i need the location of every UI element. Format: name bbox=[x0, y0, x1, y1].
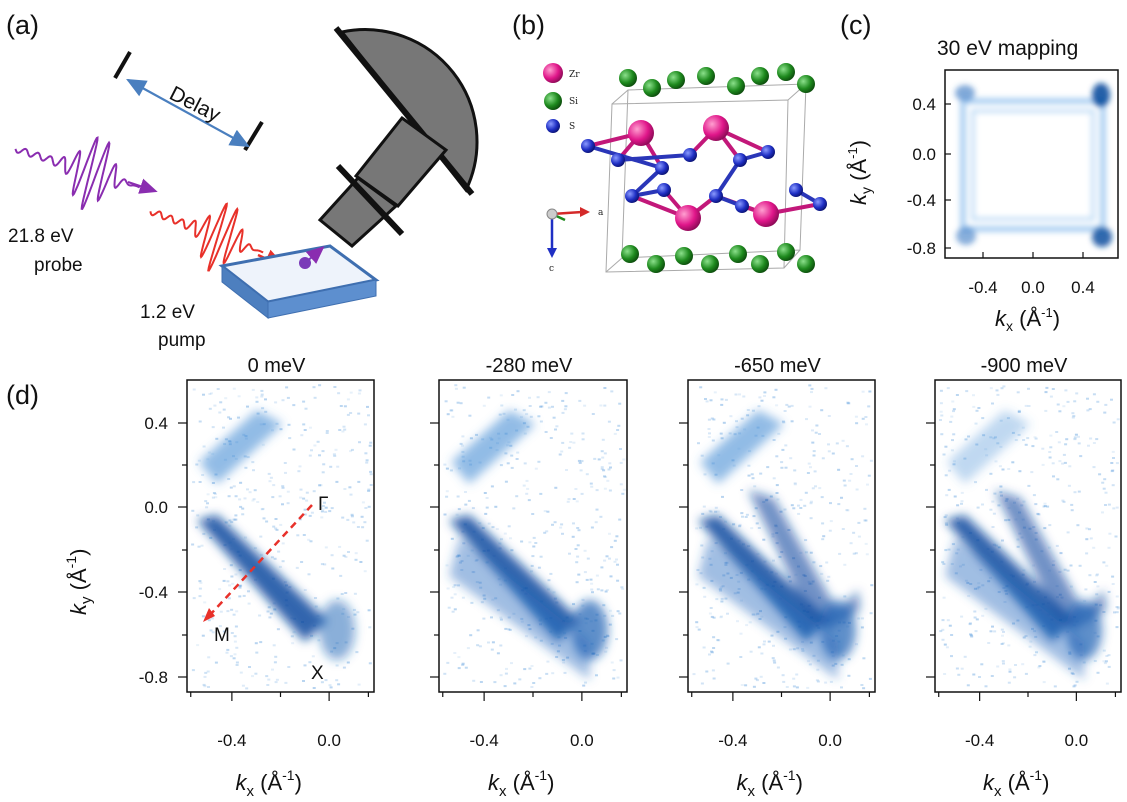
panel-c-xtick: -0.4 bbox=[968, 278, 997, 297]
arpes-xtick: 0.0 bbox=[317, 731, 341, 750]
arpes-xtick: -0.4 bbox=[965, 731, 994, 750]
arpes-ytick: -0.8 bbox=[139, 668, 168, 687]
arpes-panel-0: 0 meV -0.4 0.0 kx (Å-1) 0.4 0.0 -0.4 -0.8 Γ M X bbox=[139, 355, 375, 800]
delay-arrow bbox=[126, 78, 250, 148]
panel-c-ytick: 0.0 bbox=[912, 145, 936, 164]
legend-si-label: Si bbox=[569, 97, 578, 107]
arpes-panel-title: -900 meV bbox=[981, 355, 1068, 377]
panel-c-ytick: -0.4 bbox=[907, 191, 936, 210]
m-point-label: M bbox=[214, 625, 230, 646]
panel-letter-d: (d) bbox=[6, 380, 39, 410]
legend-s-label: S bbox=[569, 122, 575, 132]
pump-pulse-wave bbox=[149, 202, 264, 272]
legend-si-swatch bbox=[544, 92, 562, 110]
arpes-panel-title: -280 meV bbox=[486, 355, 573, 377]
crystal-structure bbox=[581, 63, 827, 273]
gamma-point-label: Γ bbox=[318, 494, 328, 515]
arpes-ytick: 0.0 bbox=[144, 498, 168, 517]
arpes-ytick: -0.4 bbox=[139, 583, 168, 602]
legend-zr-label: Zr bbox=[569, 70, 580, 80]
x-point-label: X bbox=[311, 663, 324, 684]
panel-letter-a: (a) bbox=[6, 10, 39, 40]
probe-pulse-wave bbox=[14, 136, 141, 211]
delay-marker-top bbox=[113, 51, 132, 79]
arpes-xlabel: kx (Å-1) bbox=[236, 767, 302, 800]
arpes-xtick: -0.4 bbox=[469, 731, 498, 750]
arpes-ytick: 0.4 bbox=[144, 414, 168, 433]
legend-s-swatch bbox=[546, 119, 560, 133]
panel-c-xtick: 0.4 bbox=[1071, 278, 1095, 297]
unit-cell-box bbox=[605, 83, 807, 273]
arpes-xlabel: kx (Å-1) bbox=[737, 767, 803, 800]
arpes-xtick: 0.0 bbox=[818, 731, 842, 750]
arpes-panel-1: -280 meV -0.4 0.0 kx (Å-1) bbox=[430, 355, 628, 800]
panel-d-ylabel: ky (Å-1) bbox=[63, 549, 95, 615]
axis-triad: a c bbox=[546, 207, 604, 274]
panel-d: (d) ky (Å-1) 0 meV-0.4 0.0kx (Å-1)0.40.0-… bbox=[6, 355, 1122, 800]
legend-zr-swatch bbox=[543, 63, 563, 83]
arpes-xtick: -0.4 bbox=[217, 731, 246, 750]
panel-b: (b) Zr Si S a c bbox=[512, 10, 827, 274]
probe-energy-label: 21.8 eV bbox=[8, 226, 74, 247]
arpes-xtick: 0.0 bbox=[570, 731, 594, 750]
gamma-m-cut bbox=[208, 504, 313, 617]
axis-c-label: c bbox=[549, 264, 554, 274]
arpes-xlabel: kx (Å-1) bbox=[983, 767, 1049, 800]
arpes-panel-3: -900 meV -0.4 0.0 kx (Å-1) bbox=[926, 355, 1122, 800]
arpes-panel-title: 0 meV bbox=[248, 355, 306, 377]
panel-c-ticks: -0.4 0.0 0.4 0.4 0.0 -0.4 -0.8 bbox=[907, 95, 1095, 297]
panel-c-ylabel: ky (Å-1) bbox=[845, 140, 874, 205]
panel-letter-b: (b) bbox=[512, 10, 545, 40]
panel-c-title: 30 eV mapping bbox=[937, 37, 1078, 60]
fermi-surface-map bbox=[955, 83, 1112, 247]
arpes-panel-title: -650 meV bbox=[734, 355, 821, 377]
arpes-xtick: 0.0 bbox=[1065, 731, 1089, 750]
panel-letter-c: (c) bbox=[840, 10, 871, 40]
probe-arrow bbox=[127, 178, 158, 194]
panel-c-ytick: -0.8 bbox=[907, 239, 936, 258]
axis-a-label: a bbox=[598, 208, 604, 218]
panel-c: (c) 30 eV mapping -0.4 0.0 0.40.40.0-0.4-0… bbox=[840, 10, 1119, 334]
arpes-xlabel: kx (Å-1) bbox=[488, 767, 554, 800]
probe-label: probe bbox=[34, 255, 83, 276]
panel-c-xtick: 0.0 bbox=[1021, 278, 1045, 297]
delay-label: Delay bbox=[166, 82, 225, 127]
panel-c-xlabel: kx (Å-1) bbox=[995, 305, 1060, 334]
panel-a: (a) Delay 21.8 eV probe 1.2 eV pump bbox=[6, 10, 479, 351]
sample bbox=[218, 244, 380, 320]
electron-analyzer bbox=[317, 26, 479, 248]
pump-energy-label: 1.2 eV bbox=[140, 302, 195, 323]
panel-c-ytick: 0.4 bbox=[912, 95, 936, 114]
arpes-panel-2: -650 meV -0.4 0.0 kx (Å-1) bbox=[679, 355, 876, 800]
arpes-xtick: -0.4 bbox=[718, 731, 747, 750]
pump-label: pump bbox=[158, 330, 206, 351]
